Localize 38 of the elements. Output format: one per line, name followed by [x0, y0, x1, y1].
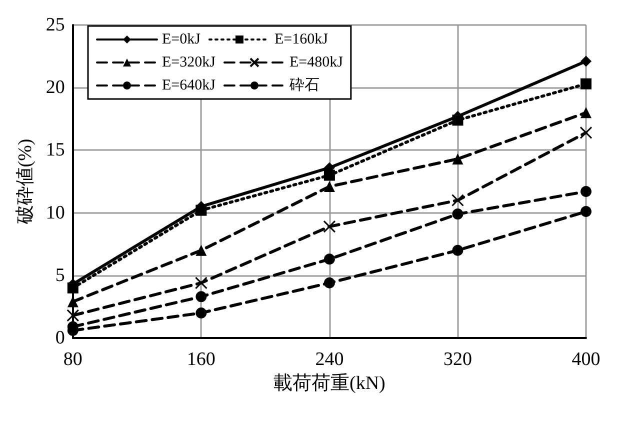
point	[196, 291, 207, 302]
point	[324, 277, 335, 288]
x-tick-label: 320	[443, 349, 472, 370]
y-tick-label: 15	[46, 140, 65, 161]
x-tick-label: 400	[572, 349, 600, 370]
legend-label: E=480kJ	[289, 54, 344, 70]
point	[194, 276, 208, 290]
point	[324, 181, 335, 192]
x-tick-label: 160	[186, 349, 216, 370]
point	[452, 244, 464, 256]
y-tick-label: 0	[55, 328, 65, 348]
legend-label: E=0kJ	[162, 32, 201, 48]
y-tick-label: 20	[46, 77, 65, 98]
y-tick-label: 25	[46, 14, 65, 36]
legend-label: 砕石	[288, 78, 320, 94]
point	[580, 126, 592, 139]
point	[580, 206, 592, 218]
legend-label: E=160kJ	[274, 32, 328, 48]
point	[452, 208, 464, 220]
point	[580, 107, 592, 118]
point	[451, 194, 464, 207]
point	[580, 186, 592, 198]
y-tick-label: 5	[55, 264, 65, 286]
point	[323, 220, 336, 233]
y-tick-label: 10	[46, 202, 65, 224]
point	[196, 244, 207, 256]
point	[580, 78, 592, 90]
x-tick-label: 240	[315, 349, 344, 370]
x-axis-title: 載荷荷重(kN)	[274, 372, 386, 394]
legend-label: E=320kJ	[162, 54, 216, 70]
point	[580, 56, 592, 67]
point	[324, 254, 335, 265]
x-tick-label: 80	[63, 349, 82, 370]
point	[66, 309, 80, 322]
legend-label: E=640kJ	[162, 78, 216, 94]
point	[452, 153, 464, 164]
y-axis-title: 破砕値(%)	[15, 138, 36, 226]
point	[196, 307, 207, 318]
